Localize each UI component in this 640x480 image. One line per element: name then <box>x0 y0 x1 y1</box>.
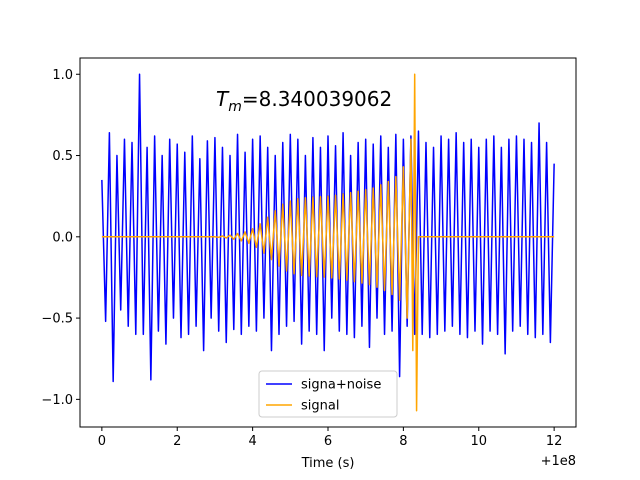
x-tick-label: 4 <box>248 434 256 449</box>
annotation-text: =8.340039062 <box>242 87 392 111</box>
x-tick-label: 12 <box>546 434 563 449</box>
y-tick-label: 1.0 <box>52 68 73 83</box>
annotation-symbol: T <box>216 87 230 111</box>
legend-label: signal <box>301 399 339 414</box>
x-tick-label: 8 <box>399 434 407 449</box>
y-tick-label: 0.0 <box>52 230 73 245</box>
x-tick-label: 0 <box>98 434 106 449</box>
x-axis-label: Time (s) <box>301 456 355 471</box>
y-tick-label: −1.0 <box>41 393 73 408</box>
annotation: Tm=8.340039062 <box>216 87 392 115</box>
y-tick-label: −0.5 <box>41 312 73 327</box>
annotation-subscript: m <box>228 99 242 115</box>
series-line <box>101 73 555 412</box>
plot-area <box>101 73 555 412</box>
legend-box <box>258 370 398 418</box>
x-offset-label: +1e8 <box>541 454 576 469</box>
y-tick-label: 0.5 <box>52 149 73 164</box>
legend-label: signa+noise <box>301 378 381 393</box>
legend: signa+noise signal <box>258 370 398 418</box>
series-line <box>101 73 555 383</box>
x-tick-label: 10 <box>470 434 487 449</box>
x-tick-label: 6 <box>324 434 332 449</box>
x-tick-label: 2 <box>173 434 181 449</box>
